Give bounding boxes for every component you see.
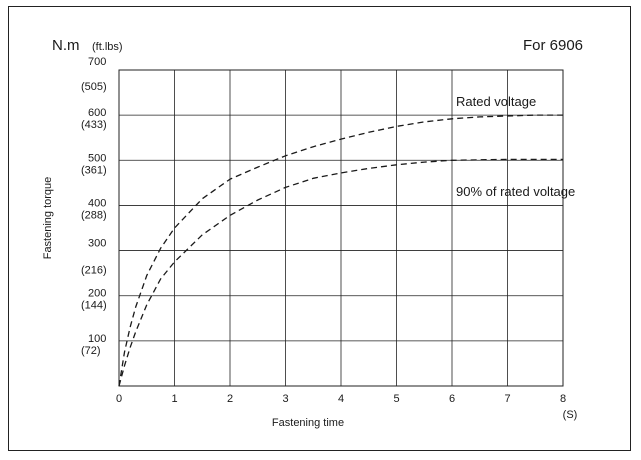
y-tick-labels: 100 200 300 400 500 600 700 (72) (144) (216) (288)… (81, 56, 107, 357)
x-tick-label: 5 (393, 393, 399, 405)
y-tick-label-ftlbs: (216) (81, 265, 107, 277)
y-tick-label-ftlbs: (144) (81, 300, 107, 312)
y-tick-label-nm: 700 (88, 56, 106, 68)
plot-area-border (118, 69, 564, 387)
y-tick-label-nm: 100 (88, 333, 106, 345)
grid (119, 70, 563, 386)
x-tick-labels: 0 1 2 3 4 5 6 7 8 (116, 393, 566, 405)
y-tick-label-ftlbs: (288) (81, 209, 107, 221)
x-tick-label: 0 (116, 393, 122, 405)
x-axis-label: Fastening time (272, 417, 344, 429)
series-line-1 (118, 158, 563, 387)
x-unit-label: (S) (563, 409, 578, 421)
y-unit-secondary: (ft.lbs) (92, 41, 123, 53)
y-tick-label-nm: 300 (88, 238, 106, 250)
y-tick-label-ftlbs: (505) (81, 81, 107, 93)
y-tick-label-nm: 400 (88, 197, 106, 209)
series-layer (118, 114, 563, 387)
series-label-90pct: 90% of rated voltage (456, 184, 575, 199)
y-tick-label-nm: 600 (88, 107, 106, 119)
axes (118, 69, 564, 387)
y-axis-label: Fastening torque (42, 177, 54, 260)
y-tick-label-nm: 200 (88, 288, 106, 300)
x-tick-label: 3 (282, 393, 288, 405)
x-tick-label: 1 (171, 393, 177, 405)
y-tick-label-ftlbs: (433) (81, 119, 107, 131)
chart-frame (8, 6, 631, 451)
y-unit-primary: N.m (52, 37, 80, 54)
y-tick-label-nm: 500 (88, 152, 106, 164)
x-tick-label: 8 (560, 393, 566, 405)
x-tick-label: 4 (338, 393, 344, 405)
y-tick-label-ftlbs: (361) (81, 164, 107, 176)
chart-title: For 6906 (523, 37, 583, 54)
x-tick-label: 2 (227, 393, 233, 405)
series-line-0 (118, 114, 563, 387)
x-tick-label: 6 (449, 393, 455, 405)
x-tick-label: 7 (504, 393, 510, 405)
series-label-rated: Rated voltage (456, 94, 536, 109)
y-tick-label-ftlbs: (72) (81, 345, 101, 357)
